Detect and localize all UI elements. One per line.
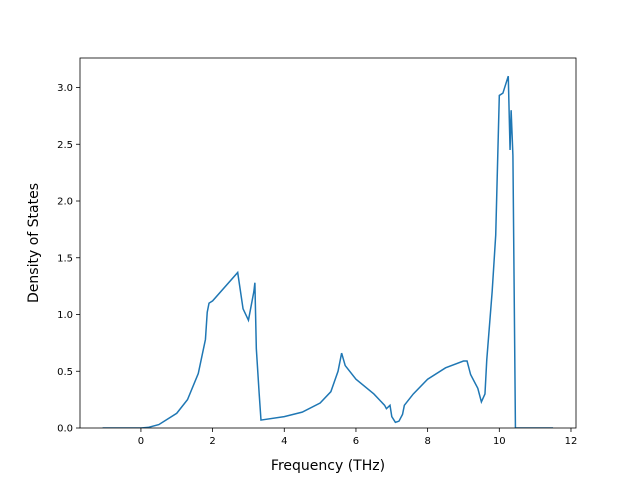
y-tick-label: 0.5	[57, 367, 73, 378]
x-tick-label: 10	[493, 436, 506, 447]
x-tick-label: 6	[353, 436, 359, 447]
plot-frame	[79, 57, 577, 429]
y-axis-label: Density of States	[26, 183, 42, 303]
x-tick-label: 0	[138, 436, 144, 447]
x-axis-label: Frequency (THz)	[271, 458, 385, 474]
y-tick-label: 1.5	[57, 253, 73, 264]
x-tick-label: 12	[565, 436, 578, 447]
y-tick-label: 1.0	[57, 310, 73, 321]
y-tick-label: 3.0	[57, 83, 73, 94]
y-tick-label: 2.5	[57, 140, 73, 151]
x-tick-label: 8	[424, 436, 430, 447]
x-tick-label: 2	[209, 436, 215, 447]
y-tick-label: 0.0	[57, 424, 73, 435]
data-line	[102, 75, 554, 428]
y-tick-label: 2.0	[57, 197, 73, 208]
x-tick-label: 4	[281, 436, 287, 447]
